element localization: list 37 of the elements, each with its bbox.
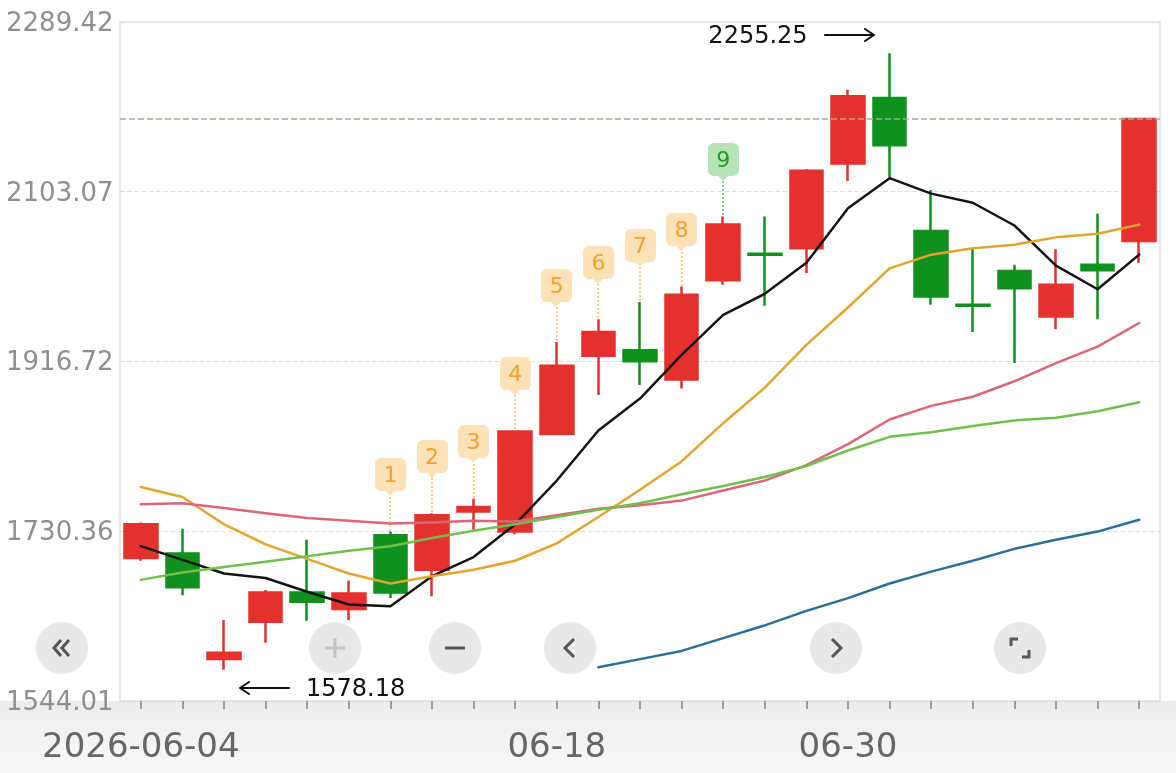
candlestick: [997, 263, 1032, 365]
y-tick-label: 1916.72: [6, 346, 114, 377]
text: 2: [425, 443, 439, 469]
line-series: [139, 176, 1141, 608]
x-tick-label: 06-18: [507, 725, 607, 765]
text: 7: [633, 232, 647, 258]
text: 9: [716, 146, 731, 172]
candlestick: [789, 167, 824, 275]
line-series: [597, 518, 1141, 669]
candlestick: [913, 188, 949, 307]
candlestick: [248, 588, 283, 644]
x-tick-label: 2026-06-04: [42, 725, 240, 765]
line-series: [139, 400, 1141, 582]
line-series: [139, 321, 1141, 525]
y-tick-label: 1730.36: [6, 516, 114, 547]
annotation: 1578.18: [306, 673, 406, 702]
text: 4: [508, 360, 523, 386]
candlestick: [872, 51, 907, 179]
annotation: 2255.25: [708, 21, 808, 50]
candlestick: [206, 618, 242, 672]
y-tick-label: 2103.07: [6, 176, 114, 207]
x-tick-label: 06-30: [798, 725, 898, 765]
y-tick-label: 1544.01: [6, 686, 114, 716]
candlestick: [1038, 247, 1074, 331]
text: 1: [383, 462, 398, 488]
candlestick: [747, 215, 783, 307]
line-series: [139, 223, 1141, 585]
candlestick: [955, 247, 991, 334]
candlestick: [1121, 117, 1157, 265]
candlestick: [1080, 212, 1115, 321]
text: 8: [674, 217, 689, 243]
text: 5: [549, 272, 564, 298]
text: 6: [591, 249, 606, 275]
y-tick-label: 2289.42: [6, 7, 114, 37]
candlestick: [830, 88, 866, 183]
text: 3: [466, 429, 481, 455]
candlestick: [123, 521, 159, 562]
